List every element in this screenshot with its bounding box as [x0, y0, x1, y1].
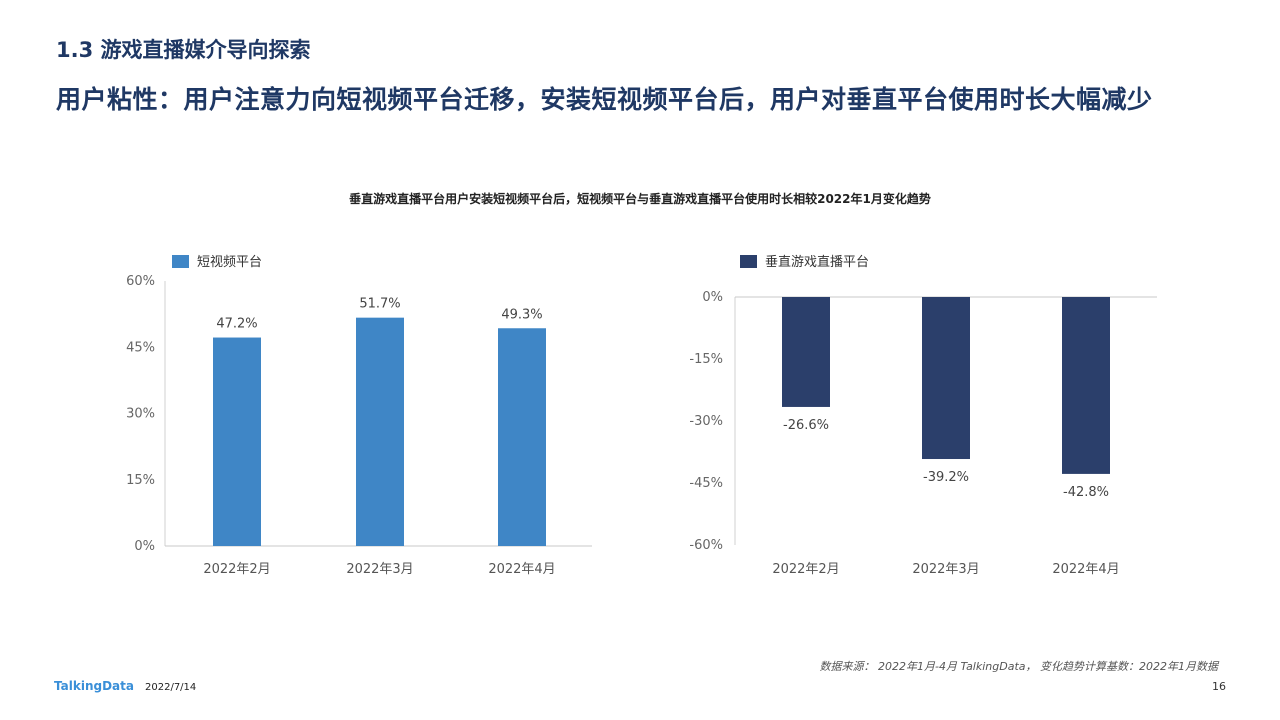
talkingdata-logo: TalkingData	[54, 679, 134, 693]
y-tick-label: 30%	[126, 407, 155, 422]
bar-value-label: 47.2%	[216, 317, 257, 332]
chart-title: 垂直游戏直播平台用户安装短视频平台后，短视频平台与垂直游戏直播平台使用时长相较2…	[349, 192, 931, 206]
y-tick-label: -15%	[689, 352, 723, 367]
legend-swatch	[172, 255, 189, 268]
x-category-label: 2022年3月	[912, 562, 979, 577]
bar	[356, 317, 404, 546]
bar	[498, 328, 546, 546]
y-tick-label: -45%	[689, 476, 723, 491]
bar	[782, 297, 830, 407]
y-tick-label: 15%	[126, 473, 155, 488]
y-tick-label: 60%	[126, 274, 155, 289]
legend-swatch	[740, 255, 757, 268]
section-title: 1.3 游戏直播媒介导向探索	[56, 38, 311, 62]
bar-value-label: 49.3%	[501, 307, 542, 322]
bar	[922, 297, 970, 460]
legend-label: 垂直游戏直播平台	[765, 255, 869, 270]
x-category-label: 2022年3月	[346, 562, 413, 577]
page-number: 16	[1212, 680, 1226, 693]
y-tick-label: 45%	[126, 340, 155, 355]
y-tick-label: -60%	[689, 538, 723, 553]
report-date: 2022/7/14	[145, 682, 197, 693]
x-category-label: 2022年4月	[488, 562, 555, 577]
y-tick-label: 0%	[134, 539, 155, 554]
data-source-note: 数据来源： 2022年1月-4月 TalkingData， 变化趋势计算基数：2…	[819, 660, 1218, 673]
bar-value-label: -42.8%	[1063, 485, 1109, 500]
bar-value-label: 51.7%	[359, 297, 400, 312]
bar-value-label: -39.2%	[923, 470, 969, 485]
y-tick-label: -30%	[689, 414, 723, 429]
x-category-label: 2022年4月	[1052, 562, 1119, 577]
x-category-label: 2022年2月	[203, 562, 270, 577]
bar-value-label: -26.6%	[783, 418, 829, 433]
x-category-label: 2022年2月	[772, 562, 839, 577]
bar	[213, 337, 261, 546]
y-tick-label: 0%	[702, 290, 723, 305]
bar	[1062, 297, 1110, 474]
legend-label: 短视频平台	[197, 255, 262, 270]
page-headline: 用户粘性：用户注意力向短视频平台迁移，安装短视频平台后，用户对垂直平台使用时长大…	[56, 85, 1153, 114]
